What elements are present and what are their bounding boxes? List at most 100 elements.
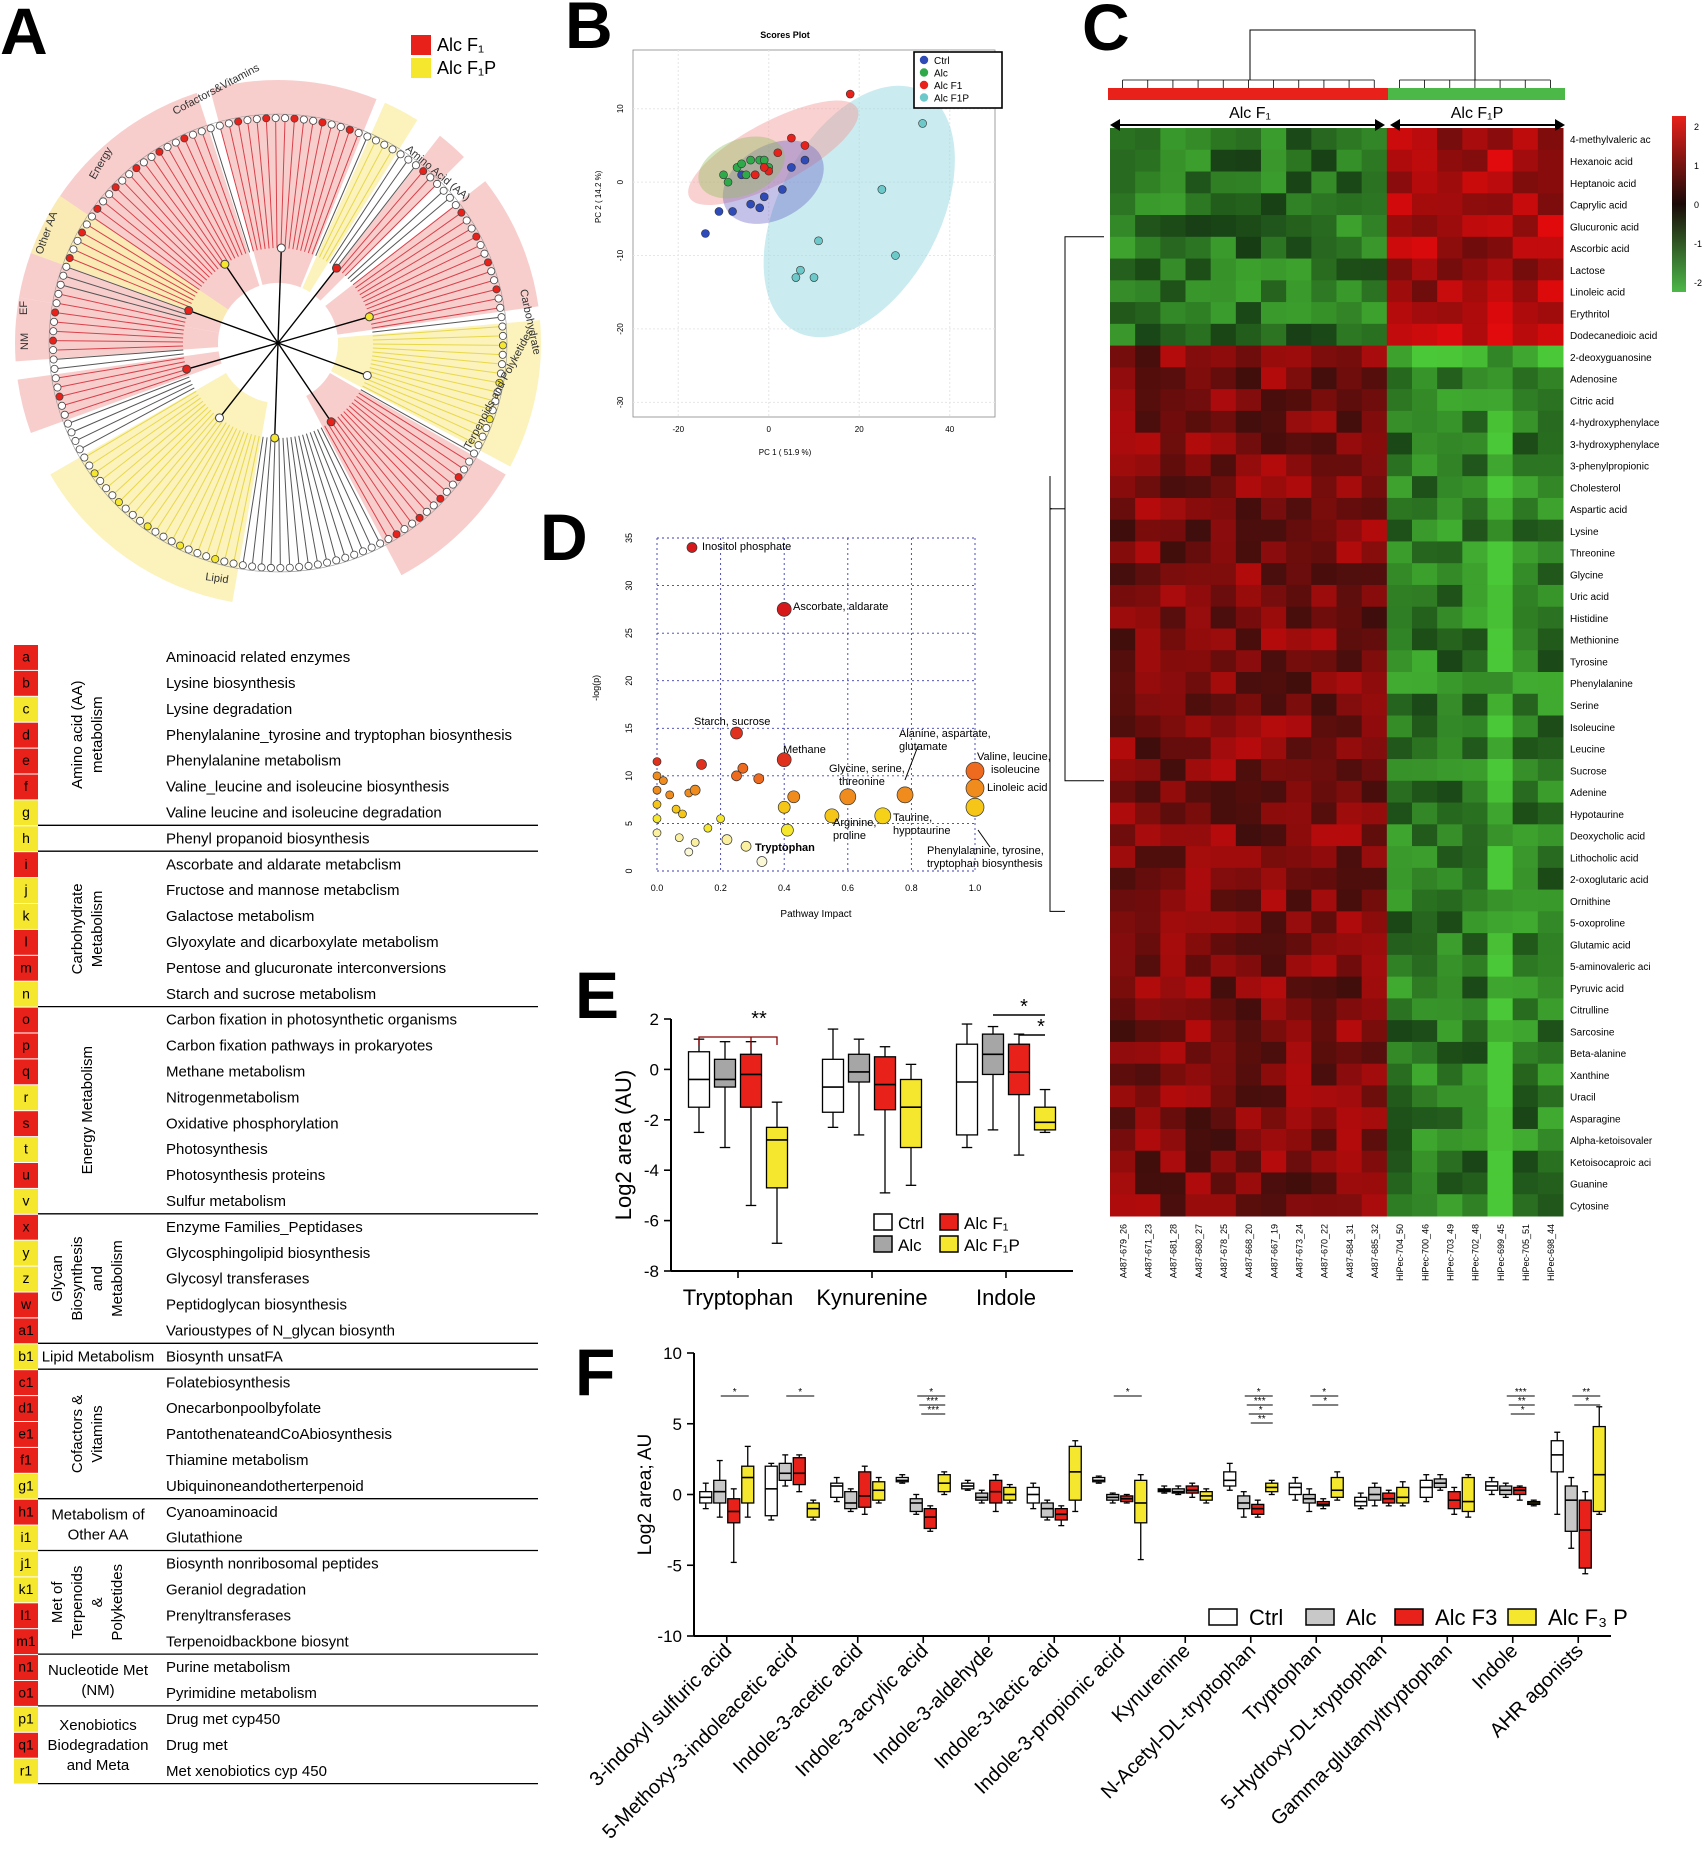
heatmap-cell — [1462, 323, 1488, 347]
heatmap-cell — [1135, 780, 1161, 804]
column-label: HiPec-702_48 — [1471, 1224, 1481, 1281]
heatmap-cell — [1261, 628, 1287, 651]
group-name: Energy Metabolism — [79, 1046, 96, 1174]
tree-branch — [242, 436, 264, 566]
pathway-code-cell — [14, 1059, 38, 1085]
heatmap-cell — [1286, 215, 1312, 238]
y-tick-label: -6 — [644, 1212, 659, 1231]
heatmap-cell — [1235, 584, 1262, 608]
x-tick-label: 1.0 — [969, 883, 982, 893]
heatmap-cell — [1537, 345, 1564, 368]
heatmap-cell — [1512, 454, 1539, 477]
group-bar — [1108, 88, 1388, 100]
pathway-code: j1 — [20, 1555, 32, 1571]
heatmap-cell — [1160, 1172, 1186, 1195]
pathway-label: Pyrimidine metabolism — [166, 1685, 317, 1702]
tree-leaf — [128, 510, 137, 519]
tree-branch — [372, 316, 502, 333]
tree-leaf — [388, 145, 397, 154]
tree-leaf — [290, 114, 299, 123]
box — [1461, 1476, 1475, 1513]
heatmap-cell — [1235, 954, 1262, 978]
pathway-code-cell — [14, 774, 38, 800]
heatmap-cell — [1311, 672, 1337, 695]
heatmap-cell — [1437, 280, 1463, 303]
tree-leaf — [266, 563, 275, 572]
legend-swatch — [1394, 1608, 1424, 1626]
tree-branch — [84, 390, 197, 458]
tree-leaf — [60, 410, 69, 419]
tree-branch — [341, 177, 431, 274]
heatmap-cell — [1336, 432, 1363, 455]
heatmap-cell — [1537, 954, 1564, 978]
heatmap-cell — [1261, 149, 1287, 173]
heatmap-cell — [1311, 824, 1337, 847]
heatmap-cell — [1512, 432, 1539, 455]
heatmap-cell — [1286, 1107, 1312, 1130]
heatmap-cell — [1210, 846, 1237, 869]
heatmap-cell — [1412, 650, 1438, 673]
legend-label: Alc F₁P — [964, 1236, 1020, 1255]
heatmap-cell — [1235, 389, 1262, 412]
heatmap-cell — [1487, 323, 1514, 347]
heatmap-cell — [1487, 911, 1514, 934]
score-point — [719, 170, 728, 180]
heatmap-cell — [1110, 737, 1136, 760]
heatmap-cell — [1110, 976, 1136, 999]
pathway-code: l — [24, 934, 27, 950]
heatmap-cell — [1135, 128, 1161, 151]
heatmap-cell — [1286, 933, 1312, 956]
y-tick-label: 0 — [673, 1486, 682, 1505]
heatmap-cell — [1160, 258, 1186, 281]
heatmap-cell — [1110, 693, 1136, 717]
heatmap-cell — [1437, 345, 1463, 368]
tree-leaf — [454, 473, 463, 482]
pathway-label: Purine metabolism — [166, 1659, 290, 1676]
heatmap-cell — [1512, 650, 1539, 673]
score-point — [796, 265, 805, 275]
heatmap-cell — [1361, 476, 1388, 499]
tree-leaf — [171, 138, 180, 147]
tree-leaf — [429, 501, 438, 510]
heatmap-cell — [1412, 737, 1438, 760]
tree-leaf — [488, 406, 497, 415]
heatmap-cell — [1185, 584, 1212, 608]
group-name: Lipid Metabolism — [42, 1348, 155, 1365]
heatmap-cell — [1487, 1172, 1514, 1195]
sig-label: *** — [926, 1396, 938, 1407]
heatmap-cell — [1235, 715, 1262, 738]
tree-leaf — [350, 550, 359, 559]
heatmap-cell — [1160, 367, 1186, 390]
pathway-label: Onecarbonpoolbyfolate — [166, 1400, 321, 1417]
pathway-point — [652, 785, 662, 795]
tree-sector — [306, 373, 506, 576]
tree-leaf — [118, 176, 127, 185]
heatmap-cell — [1160, 672, 1186, 695]
heatmap-cell — [1412, 911, 1438, 934]
tree-leaf — [99, 197, 108, 206]
heatmap-cell — [1185, 497, 1212, 521]
heatmap-cell — [1135, 149, 1161, 173]
dendrogram — [1064, 236, 1104, 782]
heatmap-cell — [1135, 628, 1161, 651]
heatmap-cell — [1537, 128, 1564, 151]
heatmap-cell — [1210, 933, 1237, 956]
heatmap-cell — [1160, 541, 1186, 564]
heatmap-cell — [1311, 976, 1337, 999]
tree-leaf — [176, 541, 185, 550]
legend-swatch — [1208, 1608, 1238, 1626]
column-label: HiPec-704_50 — [1395, 1224, 1405, 1281]
heatmap-cell — [1412, 323, 1438, 347]
heatmap-cell — [1487, 1041, 1514, 1065]
heatmap-cell — [1160, 693, 1186, 717]
heatmap-cell — [1537, 759, 1564, 782]
tree-branch — [151, 156, 226, 265]
tree-leaf — [285, 563, 294, 572]
score-point — [701, 229, 710, 238]
group-name: Amino acid (AA) — [69, 680, 86, 788]
heatmap-cell — [1286, 280, 1312, 303]
row-label: Adenosine — [1570, 375, 1618, 386]
heatmap-cell — [1210, 302, 1237, 325]
heatmap-cell — [1311, 911, 1337, 934]
heatmap-cell — [1386, 911, 1413, 934]
